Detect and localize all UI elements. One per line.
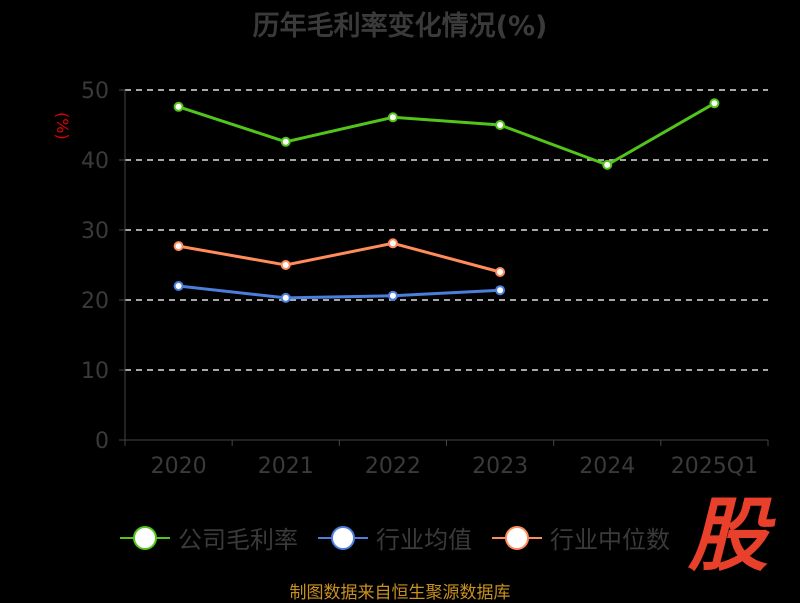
data-point [495,285,506,296]
y-tick-label: 20 [81,289,109,314]
x-tick-label: 2023 [472,454,528,479]
x-tick-label: 2021 [258,454,314,479]
legend-label: 行业均值 [376,526,472,554]
data-point [495,267,506,277]
source-note: 制图数据来自恒生聚源数据库 [289,583,511,603]
y-tick-label: 50 [81,79,109,104]
logo: 股 [688,489,768,582]
legend-label: 行业中位数 [550,526,670,554]
legend: 公司毛利率 行业均值 行业中位数 [120,520,670,555]
series-line [178,241,501,274]
data-point [387,238,398,249]
data-point [280,260,291,270]
y-tick-label: 10 [81,359,109,384]
legend-marker-icon [120,525,170,550]
data-point [173,101,184,112]
x-tick-label: 2024 [579,454,635,479]
data-point [280,136,291,147]
data-point [387,290,398,301]
chart-title: 历年毛利率变化情况(%) [252,11,548,42]
series-line [178,101,716,167]
data-point [280,292,291,303]
x-tick-label: 2025Q1 [671,454,758,479]
legend-item-industry-mean[interactable]: 行业均值 [318,520,472,555]
data-point [495,120,506,130]
y-tick-label: 30 [81,219,109,244]
legend-marker-icon [492,525,542,550]
y-tick-label: 40 [81,149,109,174]
legend-label: 公司毛利率 [178,526,298,554]
series-line [178,284,501,300]
y-tick-label: 0 [95,429,109,454]
data-point [709,98,720,109]
data-point [387,112,398,123]
data-point [173,281,184,291]
data-point [173,241,184,252]
legend-marker-icon [318,525,368,550]
legend-item-company[interactable]: 公司毛利率 [120,520,298,555]
data-point [602,159,613,170]
x-tick-label: 2022 [365,454,421,479]
legend-item-industry-median[interactable]: 行业中位数 [492,520,670,555]
x-tick-label: 2020 [151,454,207,479]
